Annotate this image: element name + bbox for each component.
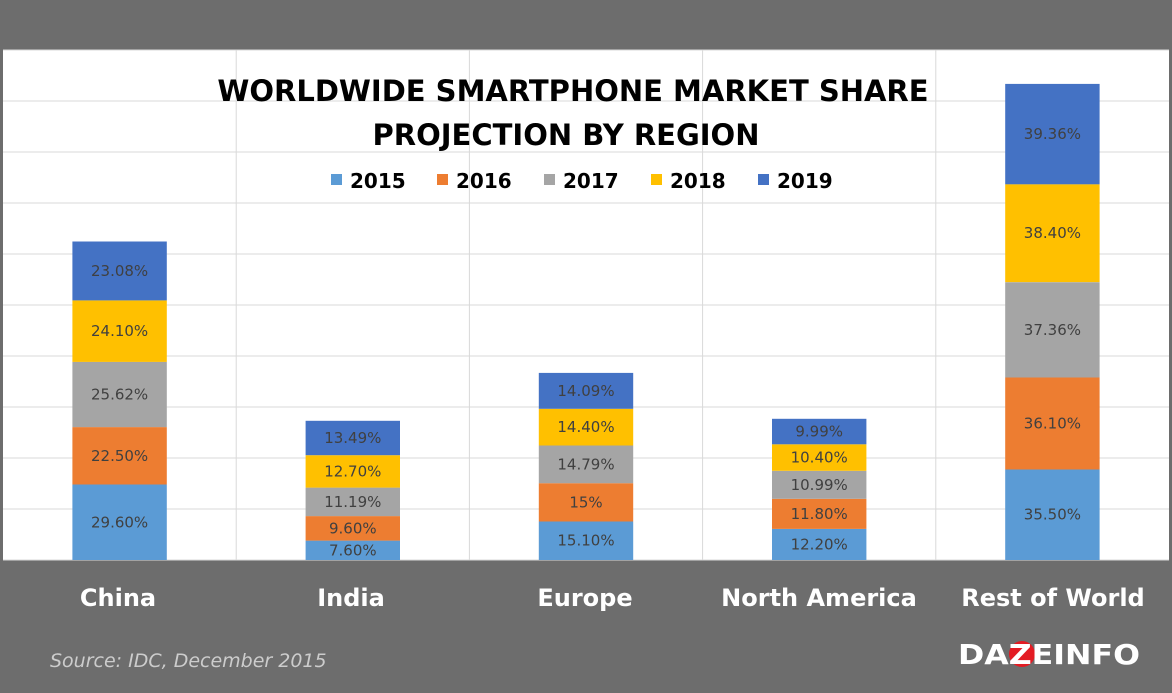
data-label-rest-of-world-2019: 39.36% (1024, 125, 1081, 143)
data-label-north-america-2015: 12.20% (791, 535, 848, 553)
chart-legend: 2015 2016 2017 2018 2019 (331, 169, 833, 193)
bar-rest-of-world-2017 (1005, 282, 1100, 378)
bar-china-2016 (72, 427, 167, 485)
bar-rest-of-world-2019 (1005, 83, 1100, 185)
data-label-rest-of-world-2018: 38.40% (1024, 224, 1081, 242)
bar-europe-2019 (538, 372, 634, 409)
chart-title-line-2: PROJECTION BY REGION (373, 118, 760, 152)
legend-swatch-2019 (758, 174, 769, 185)
bar-india-2015 (305, 540, 400, 560)
data-label-rest-of-world-2015: 35.50% (1024, 506, 1081, 524)
bar-north-america-2017 (772, 470, 867, 499)
data-label-china-2015: 29.60% (91, 513, 148, 531)
source-note: Source: IDC, December 2015 (50, 650, 327, 672)
data-label-india-2019: 13.49% (324, 429, 381, 447)
logo-wordmark: DAZEINFO (958, 638, 1140, 671)
bar-india-2017 (305, 487, 400, 517)
data-label-india-2015: 7.60% (329, 541, 377, 559)
category-label-india: India (317, 584, 385, 612)
data-label-china-2016: 22.50% (91, 447, 148, 465)
data-label-india-2018: 12.70% (324, 462, 381, 480)
data-label-india-2016: 9.60% (329, 519, 377, 537)
data-label-north-america-2016: 11.80% (791, 505, 848, 523)
bar-india-2018 (305, 455, 400, 488)
data-label-europe-2019: 14.09% (557, 382, 614, 400)
bar-north-america-2019 (772, 418, 867, 445)
data-label-rest-of-world-2017: 37.36% (1024, 321, 1081, 339)
data-label-north-america-2019: 9.99% (795, 423, 843, 441)
bar-china-2018 (72, 300, 167, 362)
legend-swatch-2017 (544, 174, 555, 185)
legend-swatch-2016 (437, 174, 448, 185)
category-label-north-america: North America (721, 584, 917, 612)
gridlines (3, 49, 1169, 561)
frame-right-edge (1169, 50, 1172, 560)
data-label-china-2018: 24.10% (91, 322, 148, 340)
data-label-europe-2015: 15.10% (557, 532, 614, 550)
frame-bottom-band (0, 560, 1172, 693)
frame-top-band (0, 0, 1172, 50)
legend-label-2017: 2017 (563, 169, 619, 193)
bar-north-america-2016 (772, 498, 867, 529)
data-label-north-america-2017: 10.99% (791, 476, 848, 494)
legend-label-2016: 2016 (456, 169, 512, 193)
data-label-rest-of-world-2016: 36.10% (1024, 414, 1081, 432)
bar-china-2015 (72, 484, 167, 560)
bar-rest-of-world-2016 (1005, 377, 1100, 470)
bar-europe-2018 (538, 408, 634, 446)
bar-north-america-2015 (772, 528, 867, 560)
category-label-china: China (80, 584, 156, 612)
bar-india-2019 (305, 420, 400, 456)
data-label-india-2017: 11.19% (324, 493, 381, 511)
data-label-europe-2017: 14.79% (557, 455, 614, 473)
data-label-europe-2016: 15% (569, 493, 602, 511)
logo-e-circle (1009, 641, 1035, 667)
legend-label-2018: 2018 (670, 169, 726, 193)
data-label-north-america-2018: 10.40% (791, 449, 848, 467)
bar-europe-2016 (538, 483, 634, 522)
legend-swatch-2018 (651, 174, 662, 185)
bar-china-2019 (72, 241, 167, 301)
bar-india-2016 (305, 516, 400, 541)
data-label-china-2019: 23.08% (91, 262, 148, 280)
category-label-europe: Europe (537, 584, 632, 612)
legend-label-2015: 2015 (350, 169, 406, 193)
dazeinfo-logo: DAZEINFO (958, 638, 1140, 671)
legend-swatch-2015 (331, 174, 342, 185)
bar-china-2017 (72, 361, 167, 428)
data-label-europe-2018: 14.40% (557, 418, 614, 436)
data-label-china-2017: 25.62% (91, 386, 148, 404)
category-label-rest-of-world: Rest of World (961, 584, 1145, 612)
bar-rest-of-world-2015 (1005, 469, 1100, 560)
frame-left-edge (0, 50, 3, 560)
bar-rest-of-world-2018 (1005, 184, 1100, 283)
bar-europe-2015 (538, 521, 634, 560)
chart-title-line-1: WORLDWIDE SMARTPHONE MARKET SHARE (217, 74, 928, 108)
legend-label-2019: 2019 (777, 169, 833, 193)
bar-stacks: 29.60% 22.50% 25.62% 24.10% 23.08% 7.60% 9.60%… (72, 83, 1100, 560)
bar-europe-2017 (538, 445, 634, 484)
bar-north-america-2018 (772, 444, 867, 471)
